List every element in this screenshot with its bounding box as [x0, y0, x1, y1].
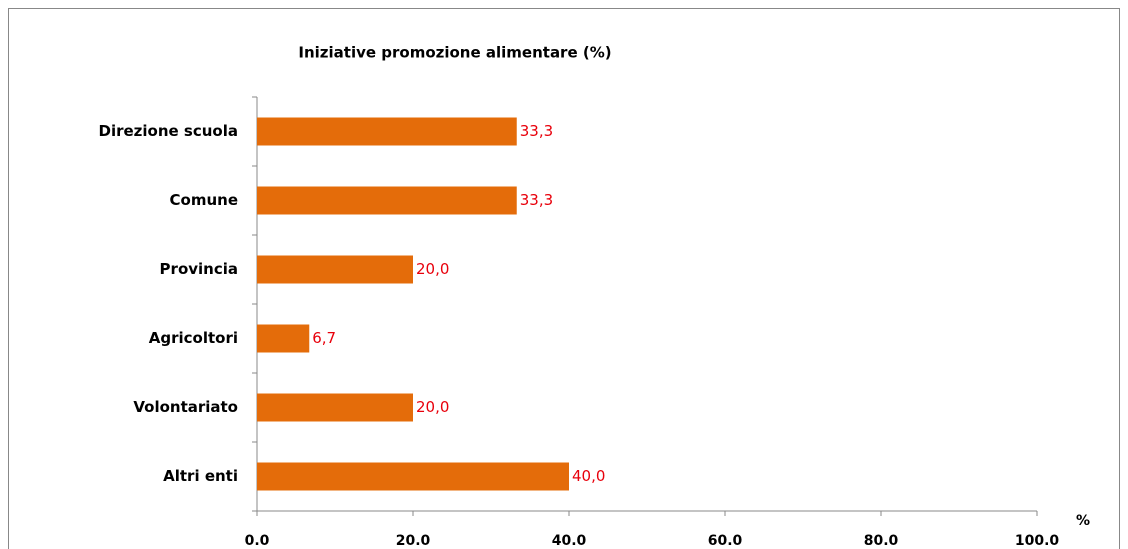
y-tick-label: Comune	[170, 191, 238, 209]
chart-title: Iniziative promozione alimentare (%)	[298, 44, 611, 62]
x-tick-label: 100.0	[1015, 533, 1060, 549]
x-tick-label: 60.0	[708, 533, 743, 549]
y-tick-label: Altri enti	[163, 467, 238, 485]
value-label: 33,3	[520, 122, 553, 140]
y-tick-label: Direzione scuola	[99, 122, 238, 140]
x-tick-label: 20.0	[396, 533, 431, 549]
x-axis-label: %	[1076, 513, 1090, 529]
bar	[257, 393, 413, 422]
y-tick-label: Volontariato	[133, 398, 238, 416]
value-label: 20,0	[416, 260, 449, 278]
x-tick-label: 40.0	[552, 533, 587, 549]
y-tick-label: Provincia	[160, 260, 238, 278]
x-tick-label: 80.0	[864, 533, 899, 549]
bar	[257, 186, 517, 215]
x-tick-label: 0.0	[245, 533, 270, 549]
chart-frame	[8, 8, 1120, 549]
bar	[257, 255, 413, 284]
bar	[257, 117, 517, 146]
bar	[257, 462, 569, 491]
y-tick-label: Agricoltori	[149, 329, 238, 347]
value-label: 33,3	[520, 191, 553, 209]
bar	[257, 324, 310, 353]
value-label: 20,0	[416, 398, 449, 416]
value-label: 6,7	[312, 329, 336, 347]
value-label: 40,0	[572, 467, 605, 485]
